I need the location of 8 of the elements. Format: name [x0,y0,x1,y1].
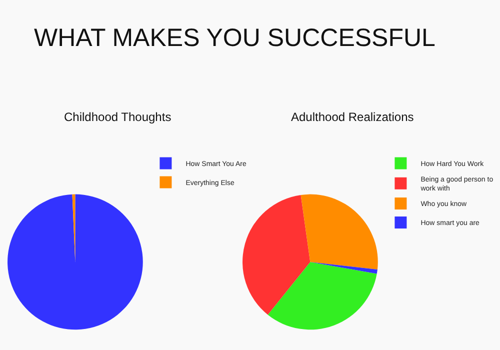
pie-slice [300,194,378,270]
pie-slice [8,194,143,330]
pie-slice [268,262,377,330]
pie-slice [310,262,378,274]
text: WHAT MAKES YOU SUCCESSFUL [34,24,436,52]
chart-title: Childhood Thoughts [64,110,172,124]
chart-title: Adulthood Realizations [291,110,414,124]
pie-slice [242,194,310,315]
